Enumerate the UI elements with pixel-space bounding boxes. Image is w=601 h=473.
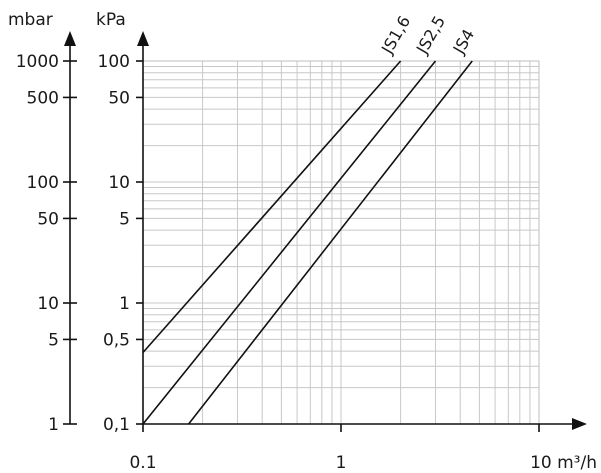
- series-label: JS4: [449, 26, 478, 58]
- kpa-tick-label: 0,1: [103, 415, 130, 435]
- kpa-tick-label: 1: [119, 294, 130, 314]
- mbar-tick-label: 10: [37, 294, 59, 314]
- series-line: [142, 60, 402, 354]
- kpa-axis-title: kPa: [96, 10, 126, 30]
- series-line: [142, 60, 437, 425]
- kpa-tick-label: 5: [119, 209, 130, 229]
- mbar-tick-label: 100: [27, 173, 59, 193]
- kpa-tick-label: 10: [108, 173, 130, 193]
- x-tick-label: 1: [336, 453, 347, 473]
- mbar-tick-label: 500: [27, 88, 59, 108]
- mbar-tick-label: 1: [48, 415, 59, 435]
- kpa-tick-label: 0,5: [103, 330, 130, 350]
- series-line: [187, 60, 473, 425]
- kpa-axis-arrow: [137, 31, 149, 46]
- mbar-tick-label: 1000: [16, 52, 59, 72]
- series-lines: [142, 60, 473, 425]
- series-label: JS2,5: [412, 13, 449, 58]
- x-axis-title: 10 m³/h: [530, 453, 597, 473]
- mbar-tick-label: 50: [37, 209, 59, 229]
- series-label: JS1,6: [377, 13, 414, 58]
- x-tick-label: 0.1: [129, 453, 156, 473]
- mbar-axis-title: mbar: [8, 10, 53, 30]
- kpa-tick-label: 100: [98, 52, 130, 72]
- x-axis-arrow: [572, 418, 587, 430]
- mbar-tick-label: 5: [48, 330, 59, 350]
- grid: [143, 60, 540, 424]
- mbar-axis-arrow: [64, 31, 76, 46]
- axes: [63, 31, 587, 432]
- kpa-tick-label: 50: [108, 88, 130, 108]
